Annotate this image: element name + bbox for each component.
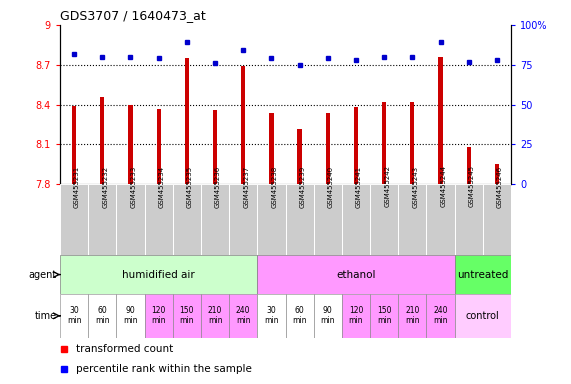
Text: GSM455238: GSM455238 [271, 166, 278, 208]
Bar [184, 58, 189, 184]
Bar [116, 294, 144, 338]
Text: 210
min: 210 min [208, 306, 222, 325]
Text: GSM455245: GSM455245 [469, 166, 475, 207]
Bar [455, 294, 511, 338]
Bar [427, 184, 455, 255]
Bar [201, 294, 229, 338]
Text: 60
min: 60 min [95, 306, 110, 325]
Text: GSM455241: GSM455241 [356, 166, 362, 207]
Bar [116, 184, 144, 255]
Text: GSM455235: GSM455235 [187, 166, 193, 207]
Text: untreated: untreated [457, 270, 509, 280]
Bar [439, 57, 443, 184]
Bar [467, 147, 471, 184]
Bar [382, 102, 387, 184]
Bar [342, 184, 370, 255]
Text: GSM455232: GSM455232 [102, 166, 108, 207]
Bar [483, 184, 511, 255]
Bar [72, 106, 76, 184]
Bar [144, 294, 173, 338]
Text: GSM455246: GSM455246 [497, 166, 503, 207]
Bar [88, 184, 116, 255]
Bar [258, 294, 286, 338]
Bar [241, 66, 246, 184]
Bar [270, 113, 274, 184]
Text: 30
min: 30 min [67, 306, 81, 325]
Text: GSM455240: GSM455240 [328, 166, 334, 207]
Text: humidified air: humidified air [122, 270, 195, 280]
Text: GSM455234: GSM455234 [159, 166, 164, 207]
Text: control: control [466, 311, 500, 321]
Text: agent: agent [29, 270, 57, 280]
Bar [455, 184, 483, 255]
Bar [156, 109, 161, 184]
Text: GSM455231: GSM455231 [74, 166, 80, 208]
Text: 150
min: 150 min [377, 306, 392, 325]
Bar [427, 294, 455, 338]
Text: 60
min: 60 min [292, 306, 307, 325]
Text: 90
min: 90 min [320, 306, 335, 325]
Bar [60, 255, 258, 294]
Bar [370, 294, 399, 338]
Bar [229, 294, 258, 338]
Text: GSM455239: GSM455239 [300, 166, 305, 208]
Bar [286, 184, 313, 255]
Bar [370, 184, 399, 255]
Text: GSM455244: GSM455244 [441, 166, 447, 207]
Text: percentile rank within the sample: percentile rank within the sample [76, 364, 252, 374]
Text: GSM455242: GSM455242 [384, 166, 390, 207]
Text: 90
min: 90 min [123, 306, 138, 325]
Bar [60, 184, 88, 255]
Bar [229, 184, 258, 255]
Text: GSM455243: GSM455243 [412, 166, 419, 207]
Bar [399, 184, 427, 255]
Bar [60, 294, 88, 338]
Bar [495, 164, 499, 184]
Bar [399, 294, 427, 338]
Bar [258, 255, 455, 294]
Text: GDS3707 / 1640473_at: GDS3707 / 1640473_at [60, 9, 206, 22]
Text: time: time [35, 311, 57, 321]
Text: GSM455237: GSM455237 [243, 166, 249, 208]
Bar [128, 104, 132, 184]
Bar [313, 294, 342, 338]
Text: 240
min: 240 min [236, 306, 251, 325]
Bar [88, 294, 116, 338]
Text: 120
min: 120 min [151, 306, 166, 325]
Bar [201, 184, 229, 255]
Bar [410, 102, 415, 184]
Text: GSM455236: GSM455236 [215, 166, 221, 208]
Text: 210
min: 210 min [405, 306, 420, 325]
Bar [297, 129, 301, 184]
Bar [286, 294, 313, 338]
Bar [173, 184, 201, 255]
Bar [354, 107, 358, 184]
Bar [144, 184, 173, 255]
Bar [100, 97, 104, 184]
Bar [325, 113, 330, 184]
Bar [173, 294, 201, 338]
Text: 30
min: 30 min [264, 306, 279, 325]
Text: GSM455233: GSM455233 [130, 166, 136, 208]
Bar [455, 255, 511, 294]
Text: 120
min: 120 min [349, 306, 363, 325]
Text: 150
min: 150 min [179, 306, 194, 325]
Bar [213, 110, 217, 184]
Text: transformed count: transformed count [76, 344, 173, 354]
Text: 240
min: 240 min [433, 306, 448, 325]
Bar [258, 184, 286, 255]
Bar [342, 294, 370, 338]
Text: ethanol: ethanol [336, 270, 376, 280]
Bar [313, 184, 342, 255]
